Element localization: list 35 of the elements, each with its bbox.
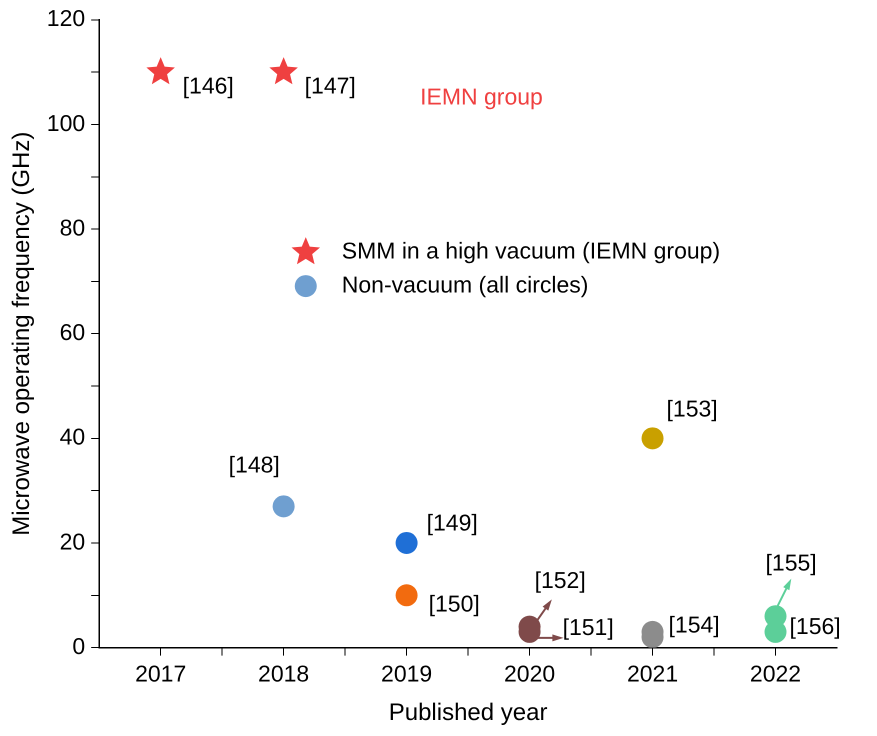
y-tick-label: 40 <box>60 424 86 450</box>
annotation: [156] <box>790 613 841 640</box>
legend-label: Non-vacuum (all circles) <box>342 271 588 298</box>
y-tick-label: 60 <box>60 319 86 346</box>
annotation: [154] <box>668 611 720 638</box>
x-tick-label: 2017 <box>135 660 186 687</box>
x-tick-label: 2022 <box>750 660 802 687</box>
annotation: [146] <box>182 72 234 98</box>
annotation: [152] <box>534 567 586 594</box>
point <box>146 57 175 84</box>
y-tick-label: 120 <box>46 5 86 32</box>
x-tick-label: 2021 <box>626 660 678 687</box>
point <box>642 427 664 450</box>
annotation: [150] <box>428 590 480 617</box>
annotation: IEMN group <box>420 84 543 110</box>
y-tick-label: 80 <box>60 214 86 240</box>
point <box>272 495 295 518</box>
y-axis-title: Microwave operating frequency (GHz) <box>8 132 36 536</box>
y-tick-label: 0 <box>72 632 86 659</box>
x-axis-title: Published year <box>388 699 548 726</box>
x-tick-label: 2019 <box>381 660 432 687</box>
y-tick-label: 100 <box>46 110 86 136</box>
x-tick-label: 2018 <box>258 660 310 687</box>
annotation: [153] <box>666 396 718 422</box>
annotation: [148] <box>228 452 280 478</box>
annotation: [151] <box>562 614 614 640</box>
point <box>396 532 418 554</box>
annotation: [149] <box>426 509 478 536</box>
annotation: [147] <box>304 72 356 98</box>
annotation: [155] <box>766 550 817 576</box>
point <box>396 584 418 606</box>
legend-label: SMM in a high vacuum (IEMN group) <box>342 237 720 264</box>
y-tick-label: 20 <box>60 528 86 554</box>
x-tick-label: 2020 <box>504 660 556 687</box>
point <box>269 57 298 84</box>
